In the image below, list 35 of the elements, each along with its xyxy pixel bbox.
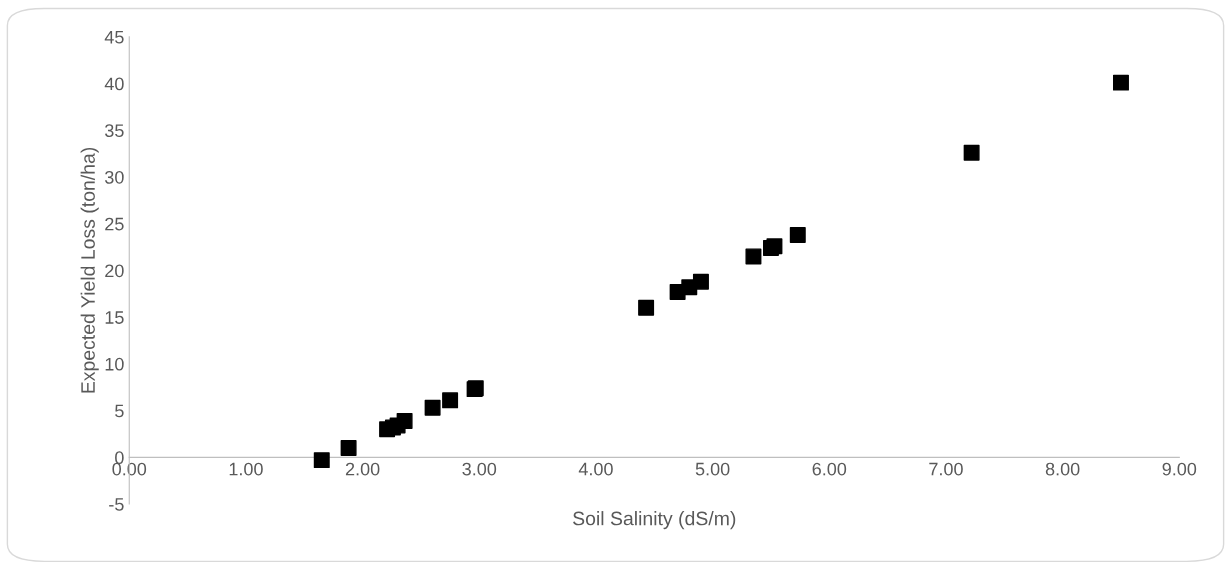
y-tick-label: 15 — [105, 311, 124, 324]
x-tick-label: 9.00 — [1162, 462, 1197, 476]
x-tick-label: 6.00 — [812, 462, 847, 476]
x-tick-label: 7.00 — [929, 462, 963, 476]
point — [638, 299, 655, 316]
point — [789, 226, 806, 243]
x-tick-label: 8.00 — [1045, 462, 1080, 476]
x-tick-label: 3.00 — [462, 462, 497, 476]
y-tick-label: 5 — [115, 404, 124, 418]
point — [692, 273, 709, 290]
y-axis-title: Expected Yield Loss (ton/ha) — [80, 147, 99, 393]
point — [340, 440, 357, 456]
x-tick-label: 2.00 — [345, 462, 380, 476]
x-tick-label: 4.00 — [578, 462, 613, 476]
y-tick-label: 25 — [105, 217, 124, 231]
y-tick-label: 0 — [115, 451, 124, 465]
point — [313, 452, 330, 469]
point — [396, 412, 413, 429]
y-tick-label: 45 — [104, 30, 124, 44]
y-tick-label: -5 — [109, 498, 124, 511]
x-tick-label: 0.00 — [112, 462, 147, 476]
y-tick-label: 10 — [105, 357, 124, 371]
x-axis-title: Soil Salinity (dS/m) — [573, 511, 736, 530]
point — [745, 248, 762, 265]
point — [963, 144, 980, 161]
y-tick-label: 40 — [104, 77, 124, 91]
y-tick-label: 30 — [105, 170, 124, 184]
point — [766, 238, 783, 255]
point — [1112, 74, 1129, 91]
point — [424, 399, 441, 416]
y-tick-label: 35 — [105, 124, 124, 138]
y-tick-label: 20 — [105, 264, 124, 278]
x-tick-label: 5.00 — [695, 462, 730, 476]
point — [442, 392, 459, 409]
x-tick-label: 1.00 — [229, 462, 263, 476]
